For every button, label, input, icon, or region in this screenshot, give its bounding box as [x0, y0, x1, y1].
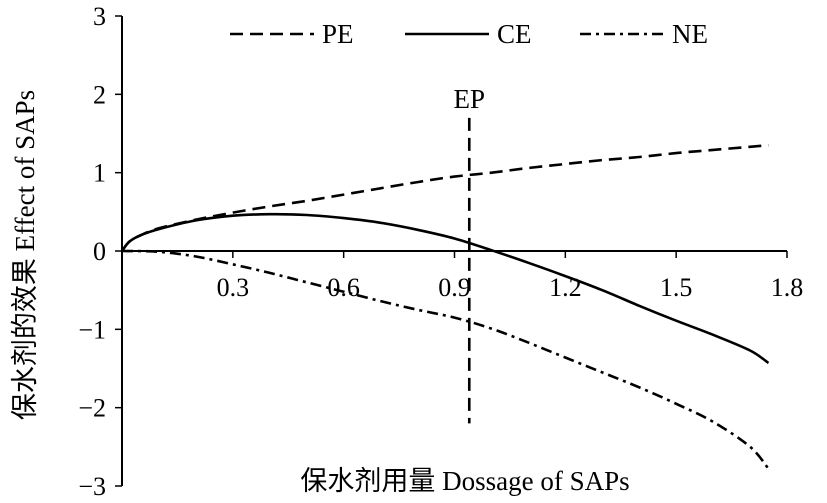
y-axis-title: 保水剂的效果 Effect of SAPs — [10, 90, 40, 420]
x-tick-label: 0.6 — [327, 273, 360, 302]
y-tick-label: 0 — [93, 237, 106, 266]
ep-label: EP — [454, 84, 486, 114]
y-tick-label: −3 — [78, 472, 106, 501]
axes: 3 2 1 0 −1 −2 −3 0.3 0.6 0.9 1.2 1.5 1.8 — [78, 2, 803, 501]
x-tick-label: 1.2 — [549, 273, 582, 302]
x-axis-title: 保水剂用量 Dossage of SAPs — [300, 466, 629, 496]
series-layer — [120, 144, 770, 470]
y-tick-label: 1 — [93, 159, 106, 188]
x-tick-label: 0.9 — [438, 273, 471, 302]
y-tick-label: −2 — [78, 394, 106, 423]
legend: PE CE NE — [230, 19, 708, 49]
series-line-ce — [120, 212, 770, 365]
y-tick-label: 2 — [93, 80, 106, 109]
series-line-pe — [120, 144, 769, 252]
annotation-layer: EP — [454, 84, 486, 424]
x-tick-label: 0.3 — [217, 273, 250, 302]
legend-label-pe: PE — [322, 19, 354, 49]
x-tick-label: 1.5 — [660, 273, 693, 302]
legend-label-ce: CE — [497, 19, 532, 49]
y-tick-label: 3 — [93, 2, 106, 31]
legend-label-ne: NE — [672, 19, 708, 49]
x-tick-label: 1.8 — [771, 273, 804, 302]
series-line-ne — [121, 249, 770, 470]
y-tick-label: −1 — [78, 315, 106, 344]
